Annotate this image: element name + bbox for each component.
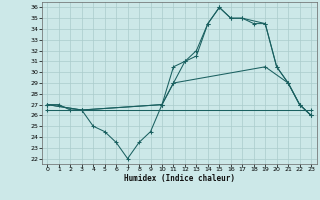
X-axis label: Humidex (Indice chaleur): Humidex (Indice chaleur) — [124, 174, 235, 183]
